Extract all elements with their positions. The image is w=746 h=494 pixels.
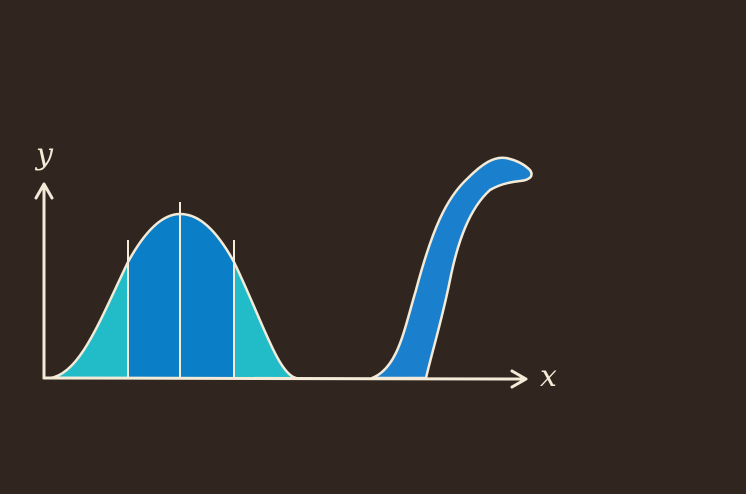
x-axis-line	[42, 376, 526, 381]
sea-monster-neck	[370, 156, 533, 380]
y-axis-arrowhead	[34, 182, 54, 200]
y-axis-label: y	[34, 137, 54, 172]
x-axis-arrowhead	[510, 369, 528, 389]
x-axis-label: x	[540, 359, 557, 394]
